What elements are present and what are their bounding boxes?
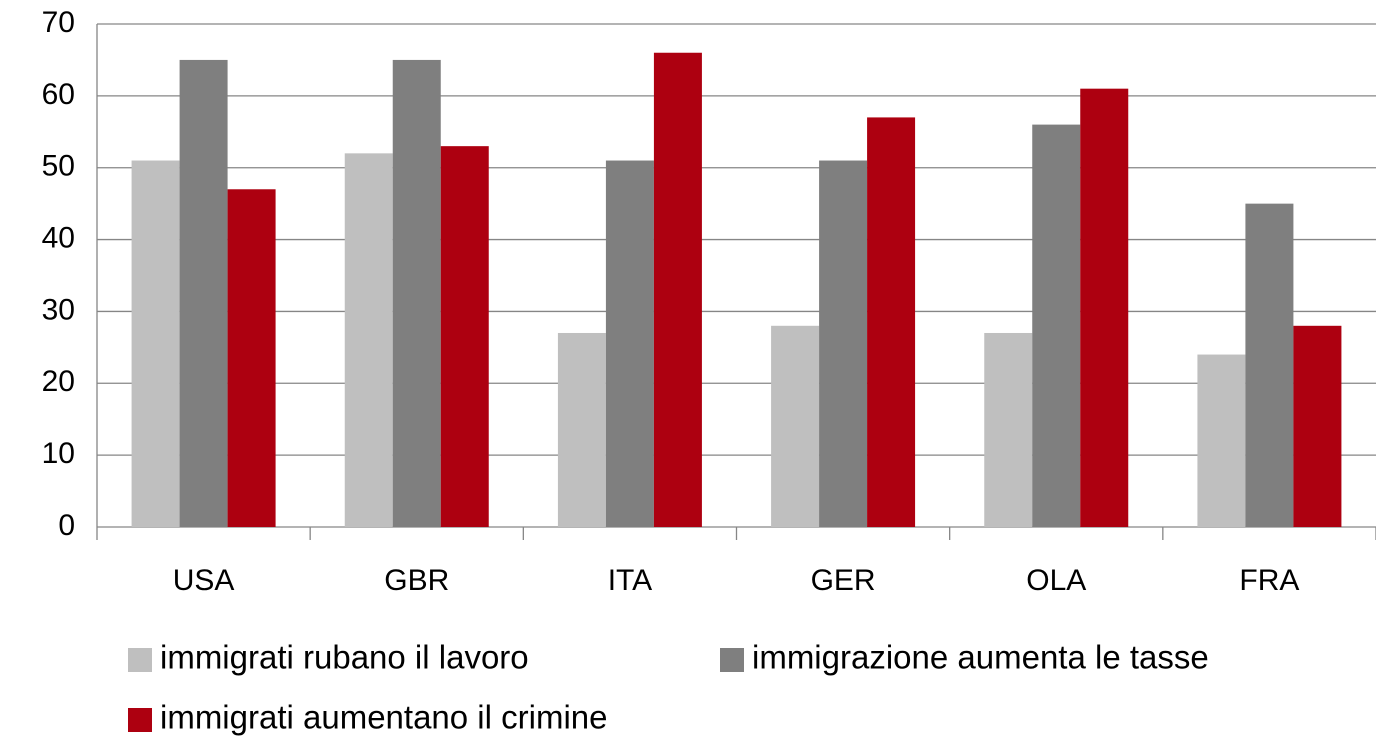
y-tick-label: 10	[42, 437, 75, 470]
x-tick-label: OLA	[1026, 564, 1086, 597]
bar	[771, 325, 820, 527]
bar	[344, 153, 393, 528]
bar	[1032, 124, 1081, 527]
y-tick-label: 0	[58, 509, 75, 542]
bar	[867, 117, 916, 528]
y-tick-label: 20	[42, 365, 75, 398]
bar	[179, 59, 228, 528]
bar	[984, 332, 1033, 527]
bar	[131, 160, 180, 527]
x-tick-label: GBR	[384, 564, 449, 597]
bar	[653, 52, 702, 527]
x-tick-label: FRA	[1239, 564, 1299, 597]
legend-swatch	[720, 648, 744, 672]
legend-swatch	[128, 708, 152, 732]
bar	[1080, 88, 1129, 528]
y-tick-label: 40	[42, 221, 75, 254]
y-tick-label: 30	[42, 293, 75, 326]
y-tick-label: 60	[42, 78, 75, 111]
bar	[1197, 354, 1246, 527]
bar	[1293, 325, 1342, 527]
legend-label: immigrati aumentano il crimine	[160, 699, 607, 736]
x-tick-label: USA	[173, 564, 235, 597]
bar	[440, 146, 489, 527]
bar	[819, 160, 868, 527]
y-tick-label: 50	[42, 150, 75, 183]
bar	[227, 189, 276, 527]
bar	[392, 59, 441, 528]
bar	[605, 160, 654, 527]
x-tick-label: ITA	[608, 564, 652, 597]
legend-label: immigrati rubano il lavoro	[160, 639, 529, 676]
legend-swatch	[128, 648, 152, 672]
x-tick-label: GER	[811, 564, 876, 597]
bar	[1245, 203, 1294, 527]
y-tick-label: 70	[42, 6, 75, 39]
bar	[557, 332, 606, 527]
legend-label: immigrazione aumenta le tasse	[752, 639, 1209, 676]
